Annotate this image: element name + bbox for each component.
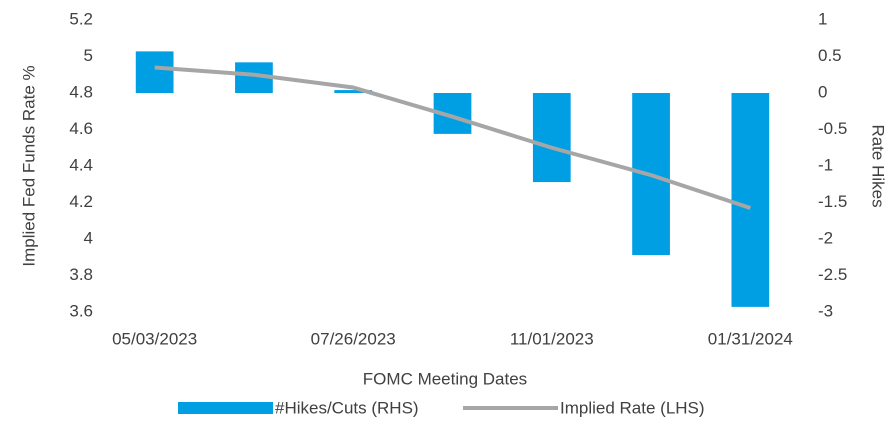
y-tick-label: 4: [84, 228, 93, 247]
y2-tick-label: -2.5: [818, 265, 847, 284]
x-tick-label: 11/01/2023: [510, 329, 594, 348]
y2-tick-label: 0.5: [818, 46, 842, 65]
y-axis-title: Implied Fed Funds Rate %: [19, 65, 38, 266]
bar: [334, 90, 373, 93]
y-tick-label: 3.8: [69, 265, 93, 284]
x-axis-title: FOMC Meeting Dates: [363, 369, 527, 388]
y2-tick-label: 0: [818, 82, 827, 101]
y-tick-label: 5.2: [69, 9, 93, 28]
line: [154, 65, 751, 210]
legend-label: #Hikes/Cuts (RHS): [275, 398, 419, 417]
y-tick-label: 4.8: [69, 82, 93, 101]
y2-tick-label: 1: [818, 9, 827, 28]
legend-swatch: [178, 402, 273, 414]
bar: [731, 93, 770, 307]
y2-tick-label: -1: [818, 155, 833, 174]
y-tick-label: 5: [84, 46, 93, 65]
y-tick-label: 4.6: [69, 119, 93, 138]
y2-tick-label: -2: [818, 228, 833, 247]
y-tick-label: 3.6: [69, 301, 93, 320]
y2-axis-title: Rate Hikes: [869, 124, 888, 207]
x-tick-label: 05/03/2023: [112, 329, 197, 348]
y2-tick-label: -0.5: [818, 119, 847, 138]
y2-tick-label: -1.5: [818, 192, 847, 211]
y-tick-label: 4.4: [69, 155, 93, 174]
y2-tick-label: -3: [818, 301, 833, 320]
legend-label: Implied Rate (LHS): [560, 398, 705, 417]
bar: [135, 51, 174, 93]
x-tick-label: 01/31/2024: [708, 329, 793, 348]
y-tick-label: 4.2: [69, 192, 93, 211]
bar: [532, 93, 571, 183]
x-tick-label: 07/26/2023: [311, 329, 396, 348]
